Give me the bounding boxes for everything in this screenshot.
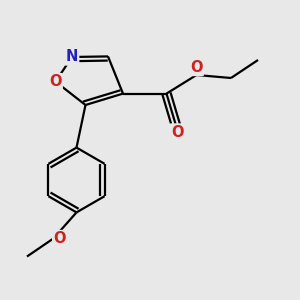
Text: O: O xyxy=(171,124,183,140)
Text: O: O xyxy=(49,74,62,89)
Text: O: O xyxy=(190,60,203,75)
Text: N: N xyxy=(66,50,78,64)
Text: O: O xyxy=(53,231,66,246)
